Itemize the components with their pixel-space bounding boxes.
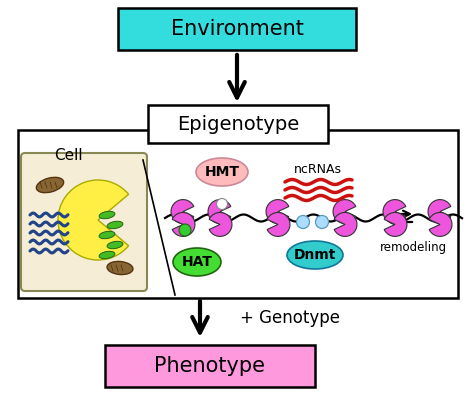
Wedge shape — [383, 200, 406, 224]
Ellipse shape — [36, 177, 64, 193]
Wedge shape — [171, 200, 194, 224]
Circle shape — [217, 198, 228, 209]
Ellipse shape — [107, 261, 133, 275]
Wedge shape — [333, 200, 356, 224]
Text: HMT: HMT — [204, 165, 239, 179]
Circle shape — [297, 215, 310, 228]
Wedge shape — [384, 213, 407, 237]
Wedge shape — [172, 213, 195, 237]
FancyBboxPatch shape — [148, 105, 328, 143]
FancyBboxPatch shape — [21, 153, 147, 291]
FancyBboxPatch shape — [118, 8, 356, 50]
Ellipse shape — [287, 241, 343, 269]
Ellipse shape — [99, 251, 115, 259]
Text: Epigenotype: Epigenotype — [177, 114, 299, 134]
Wedge shape — [58, 180, 128, 260]
Text: Environment: Environment — [171, 19, 303, 39]
Ellipse shape — [107, 241, 123, 249]
Text: Dnmt: Dnmt — [294, 248, 336, 262]
Ellipse shape — [99, 231, 115, 239]
Text: Phenotype: Phenotype — [155, 356, 265, 376]
Wedge shape — [429, 213, 452, 237]
Wedge shape — [209, 213, 232, 237]
Wedge shape — [267, 213, 290, 237]
Wedge shape — [266, 200, 289, 224]
Text: Cell: Cell — [54, 148, 82, 163]
Circle shape — [179, 224, 191, 236]
Text: remodeling: remodeling — [380, 242, 447, 255]
Wedge shape — [208, 200, 231, 224]
Ellipse shape — [173, 248, 221, 276]
FancyBboxPatch shape — [105, 345, 315, 387]
Ellipse shape — [196, 158, 248, 186]
Ellipse shape — [99, 211, 115, 219]
Wedge shape — [428, 200, 451, 224]
Text: HAT: HAT — [182, 255, 212, 269]
Circle shape — [316, 215, 328, 228]
FancyBboxPatch shape — [18, 130, 458, 298]
Ellipse shape — [107, 221, 123, 229]
Text: + Genotype: + Genotype — [240, 309, 340, 327]
Wedge shape — [334, 213, 357, 237]
Text: ncRNAs: ncRNAs — [294, 163, 342, 176]
